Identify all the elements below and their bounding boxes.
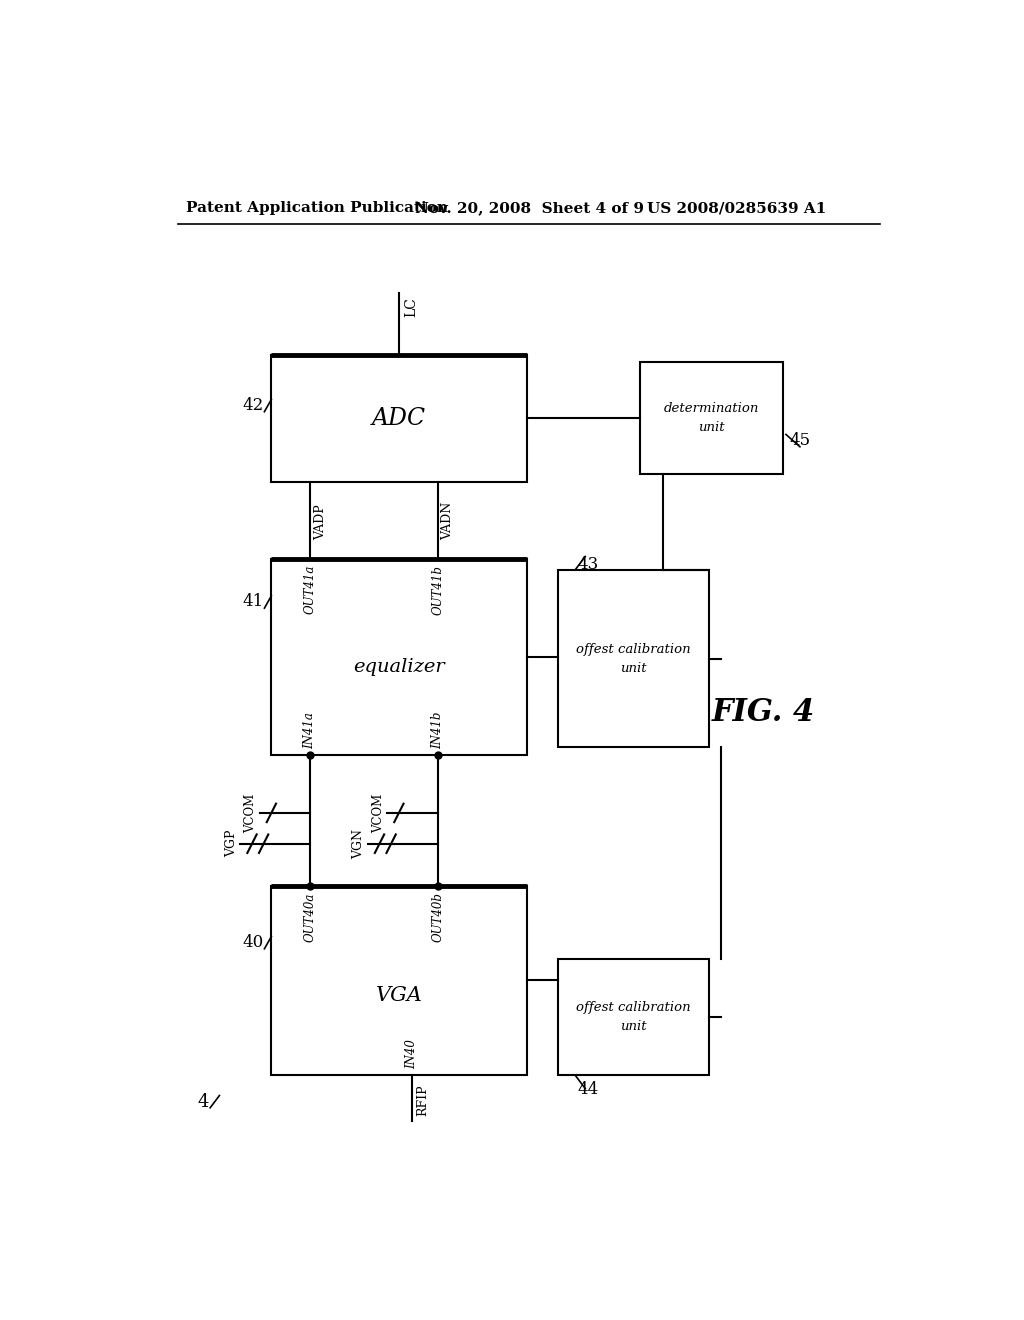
Text: ADC: ADC [372,407,426,430]
Text: 4: 4 [198,1093,209,1110]
Text: LC: LC [403,297,418,317]
Text: VCOM: VCOM [372,793,385,833]
Bar [271,886,527,1074]
Text: OUT40b: OUT40b [431,892,444,942]
Text: IN40: IN40 [406,1039,419,1069]
Text: 42: 42 [243,397,263,414]
Text: 43: 43 [578,557,599,573]
Text: IN41b: IN41b [431,711,444,748]
Text: VGN: VGN [352,829,366,859]
Text: 41: 41 [243,594,263,610]
Bar [271,558,527,755]
Text: VADN: VADN [441,502,455,540]
Text: OUT41b: OUT41b [431,565,444,615]
Text: VADP: VADP [314,504,327,540]
Text: OUT41a: OUT41a [304,565,316,614]
Text: Patent Application Publication: Patent Application Publication [186,202,449,215]
Text: IN41a: IN41a [304,711,316,748]
Text: offest calibration
unit: offest calibration unit [577,1001,691,1034]
Text: offest calibration
unit: offest calibration unit [577,643,691,675]
Text: VCOM: VCOM [245,793,257,833]
Text: Nov. 20, 2008  Sheet 4 of 9: Nov. 20, 2008 Sheet 4 of 9 [415,202,644,215]
Text: OUT40a: OUT40a [304,892,316,941]
Text: VGP: VGP [225,830,238,858]
Bar [558,570,710,747]
Bar [640,363,783,474]
Text: US 2008/0285639 A1: US 2008/0285639 A1 [647,202,826,215]
Text: VGA: VGA [376,986,423,1005]
Text: 44: 44 [578,1081,599,1098]
Bar [271,355,527,482]
Text: equalizer: equalizer [353,657,445,676]
Text: 40: 40 [243,935,263,952]
Text: FIG. 4: FIG. 4 [712,697,815,729]
Bar [558,960,710,1074]
Text: RFIP: RFIP [416,1084,429,1115]
Text: determination
unit: determination unit [664,403,759,434]
Text: 45: 45 [790,432,810,449]
